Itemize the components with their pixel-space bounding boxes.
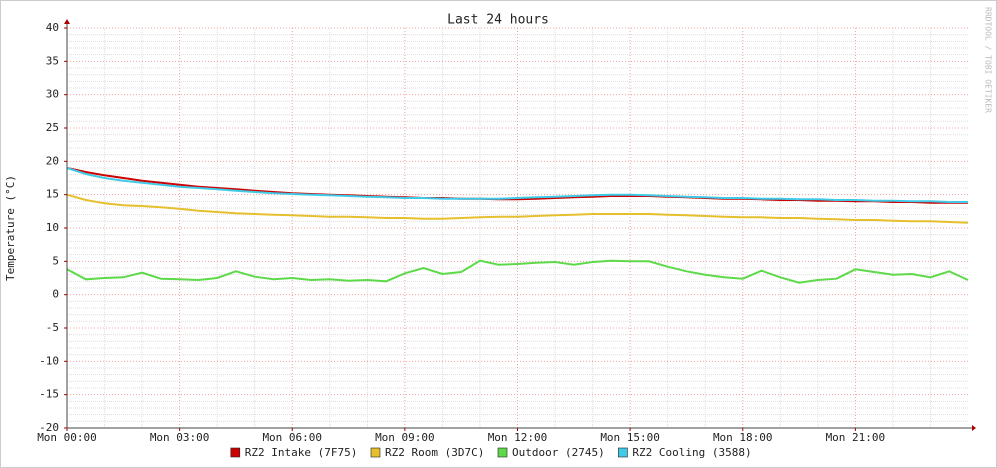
grid [66,27,968,429]
x-tick-label: Mon 12:00 [488,431,548,444]
y-tick-label: 15 [46,188,59,201]
y-tick-label: 20 [46,154,59,167]
legend-swatch [618,447,628,458]
chart-title: Last 24 hours [447,13,549,28]
legend-label: RZ2 Intake (7F75) [245,446,358,459]
legend-swatch [230,447,241,458]
legend-swatch [370,447,381,458]
x-arrow [972,425,976,431]
y-tick-label: 25 [46,121,59,134]
x-tick-label: Mon 03:00 [150,431,210,444]
x-tick-label: Mon 06:00 [262,431,322,444]
series-line [66,259,969,284]
y-axis-label: Temperature (°C) [4,175,17,281]
series-line [66,167,968,203]
legend-label: Outdoor (2745) [512,446,605,459]
legend-swatch [497,447,508,458]
legend-label: RZ2 Cooling (3588) [632,446,751,459]
y-tick-label: 35 [46,54,59,67]
x-tick-label: Mon 21:00 [826,431,886,444]
legend: RZ2 Intake (7F75) RZ2 Room (3D7C) Outdoor … [230,446,752,459]
y-arrow [64,19,70,24]
lines [66,167,969,284]
watermark: RRDTOOL / TOBI OETIKER [984,7,993,113]
y-tick-label: 30 [46,88,59,101]
series-line [66,167,968,204]
y-tick-label: 0 [52,288,59,301]
axes: -20 -15 -10 -5 0 5 10 15 20 25 30 35 40 Mon 00:00 Mon … [37,19,976,444]
x-tick-label: Mon 15:00 [600,431,660,444]
x-tick-label: Mon 18:00 [713,431,773,444]
y-tick-label: 5 [52,254,59,267]
y-tick-label: -5 [46,321,59,334]
legend-label: RZ2 Room (3D7C) [385,446,484,459]
x-tick-label: Mon 00:00 [37,431,97,444]
x-tick-label: Mon 09:00 [375,431,435,444]
y-tick-label: -15 [39,388,59,401]
series-line [66,193,969,224]
y-tick-label: 40 [46,21,59,34]
y-tick-label: -10 [39,354,59,367]
y-tick-label: 10 [46,221,59,234]
y-tick-label: -20 [39,421,59,434]
